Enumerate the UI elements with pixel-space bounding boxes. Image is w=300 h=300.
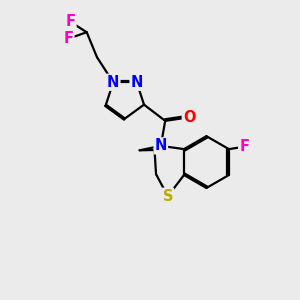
Text: N: N [107,75,119,90]
Text: F: F [63,31,74,46]
Text: N: N [154,138,167,153]
Text: F: F [65,14,76,29]
Text: N: N [130,75,143,90]
Text: O: O [183,110,195,125]
Text: F: F [239,139,249,154]
Text: S: S [163,189,173,204]
